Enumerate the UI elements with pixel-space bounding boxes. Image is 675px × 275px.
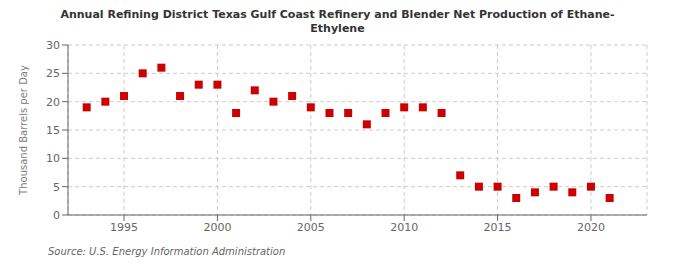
html-text:Annual Refining District Texas: Annual Refining District Texas Gulf Coas… — [60, 8, 615, 21]
html-text:Source: U.S. Energy Informatio: Source: U.S. Energy Information Administ… — [48, 246, 286, 257]
svg-text:30: 30 — [46, 40, 60, 52]
svg-text:2010: 2010 — [390, 221, 418, 234]
svg-text:2020: 2020 — [577, 221, 605, 234]
html-text:Ethylene: Ethylene — [310, 22, 365, 35]
svg-text:10: 10 — [46, 152, 60, 165]
svg-text:5: 5 — [53, 181, 60, 194]
svg-text:15: 15 — [46, 124, 60, 137]
svg-text:2015: 2015 — [484, 221, 512, 234]
svg-text:1995: 1995 — [110, 221, 138, 234]
svg-text:25: 25 — [46, 67, 60, 80]
svg-text:0: 0 — [53, 209, 60, 222]
svg-text:2005: 2005 — [297, 221, 325, 234]
svg-text:2000: 2000 — [203, 221, 231, 234]
svg-text:20: 20 — [46, 96, 60, 109]
svg-text:Thousand Barrels per Day: Thousand Barrels per Day — [18, 65, 29, 196]
